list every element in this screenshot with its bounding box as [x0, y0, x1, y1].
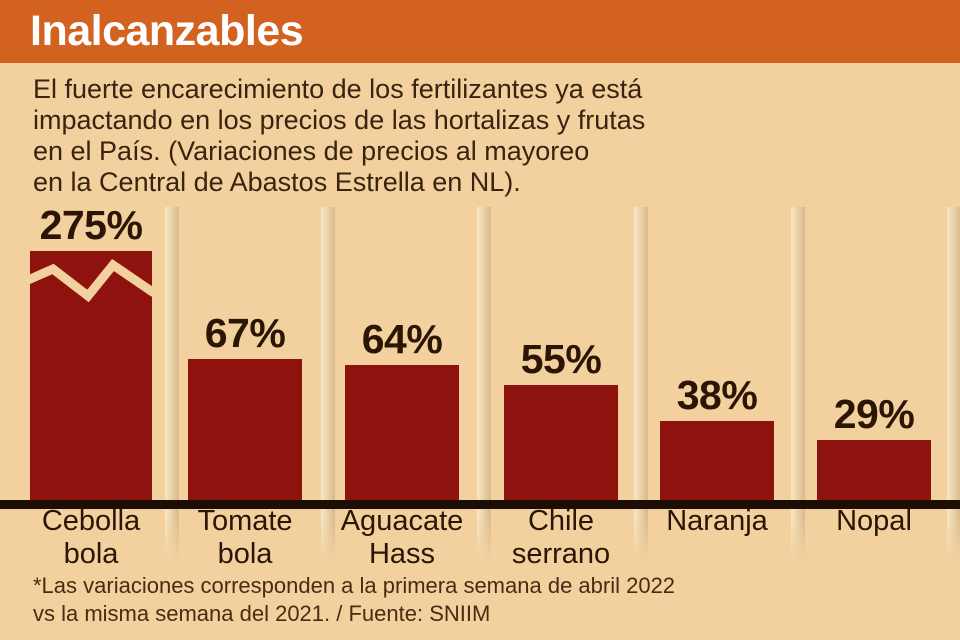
bar-category-label: Tomate bola	[197, 505, 293, 570]
column-separator	[791, 207, 805, 560]
bar	[188, 359, 302, 502]
intro-text: El fuerte encarecimiento de los fertiliz…	[33, 74, 646, 197]
page-title: Inalcanzables	[30, 7, 304, 55]
bar-category-label: Aguacate Hass	[340, 505, 464, 570]
bar	[817, 440, 931, 502]
column-separator	[634, 207, 648, 560]
bar-value-label: 64%	[361, 316, 443, 362]
column-separator	[165, 207, 179, 560]
bar-category-label: Nopal	[836, 505, 912, 537]
axis-baseline	[0, 500, 960, 509]
column-separator	[477, 207, 491, 560]
bar	[504, 385, 618, 502]
bar-category-label: Chile serrano	[511, 505, 611, 570]
bar-value-label: 55%	[520, 336, 602, 382]
column-separator	[947, 207, 960, 560]
axis-break-zigzag-icon	[30, 258, 152, 303]
header-bar: Inalcanzables	[0, 0, 960, 63]
bar	[30, 251, 152, 502]
bar-value-label: 38%	[676, 372, 758, 418]
footnote-text: *Las variaciones corresponden a la prime…	[33, 573, 676, 626]
bar-value-label: 67%	[204, 310, 286, 356]
bar-category-label: Cebolla bola	[41, 505, 141, 570]
bar-value-label: 275%	[39, 202, 143, 248]
bar-category-label: Naranja	[666, 505, 768, 537]
bar	[660, 421, 774, 502]
column-separator	[321, 207, 335, 560]
bar-value-label: 29%	[833, 391, 915, 437]
bar	[345, 365, 459, 502]
